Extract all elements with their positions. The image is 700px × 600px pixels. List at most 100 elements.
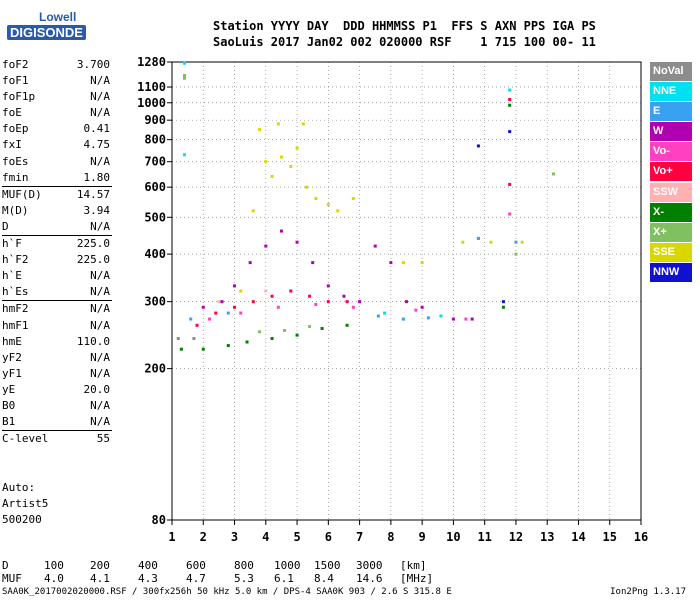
x-tick-label: 13 [540, 530, 554, 544]
y-tick-label: 400 [144, 247, 166, 261]
echo-point [373, 244, 377, 248]
echo-point [314, 197, 318, 201]
param-row: fmin 1.80 [2, 170, 112, 186]
echo-point [308, 325, 312, 329]
param-row: foF2 3.700 [2, 57, 112, 73]
dmuf-value: 1000 [274, 559, 301, 572]
footer-info: SAA0K_2017002020000.RSF / 300fx256h 50 k… [2, 587, 452, 597]
x-tick-label: 12 [509, 530, 523, 544]
y-tick-label: 800 [144, 133, 166, 147]
y-tick-label: 900 [144, 113, 166, 127]
echo-point [508, 98, 512, 102]
param-value: N/A [90, 350, 110, 364]
param-value: 0.41 [83, 122, 111, 136]
param-label: h`E [2, 269, 22, 283]
param-label: foF1p [2, 90, 36, 104]
echo-point [461, 240, 465, 244]
echo-point [308, 294, 312, 298]
echo-point [217, 300, 221, 304]
param-row: yF2 N/A [2, 350, 112, 366]
dmuf-value: 4.3 [138, 572, 158, 585]
x-tick-label: 11 [477, 530, 491, 544]
echo-point [270, 294, 274, 298]
param-row: B0 N/A [2, 398, 112, 414]
echo-point [289, 289, 293, 293]
echo-point [289, 164, 293, 168]
echo-point [345, 323, 349, 327]
echo-point [183, 73, 187, 77]
x-tick-label: 1 [168, 530, 175, 544]
param-value: 1.80 [83, 170, 111, 184]
echo-point [251, 209, 255, 213]
legend-item: NNE [650, 82, 692, 102]
software-version: Ion2Png 1.3.17 [610, 587, 686, 597]
param-label: hmF2 [2, 302, 29, 316]
echo-point [283, 328, 287, 332]
auto-scaling-info: Auto: Artist5 500200 [2, 480, 48, 528]
param-label: hmE [2, 334, 22, 348]
echo-point [439, 314, 443, 318]
x-tick-label: 5 [293, 530, 300, 544]
param-label: foF2 [2, 58, 29, 71]
param-row: foE N/A [2, 105, 112, 121]
echo-point [520, 240, 524, 244]
echo-point [326, 203, 330, 207]
parameter-list: foF2 3.700 foF1 N/A foF1p N/A foE N/A foEp 0.41 fx… [2, 57, 112, 447]
param-label: M(D) [2, 203, 29, 217]
param-label: h`F2 [2, 253, 29, 267]
echo-point [201, 347, 205, 351]
dmuf-value: 6.1 [274, 572, 294, 585]
param-row: B1 N/A [2, 414, 112, 430]
param-label: C-level [2, 432, 49, 446]
dmuf-value: 5.3 [234, 572, 254, 585]
distance-muf-table: D 100 200 400 600 800 1000 1500 3000 [km] MUF 4.0 4.… [2, 559, 502, 587]
dmuf-value: [km] [400, 559, 427, 572]
legend-item: NNW [650, 262, 692, 282]
echo-point [183, 153, 187, 157]
echo-point [276, 122, 280, 126]
echo-point [226, 344, 230, 348]
param-value: N/A [90, 90, 110, 104]
y-tick-label: 600 [144, 180, 166, 194]
param-label: hmF1 [2, 318, 29, 332]
echo-point [279, 229, 283, 233]
param-row: yE 20.0 [2, 382, 112, 398]
y-tick-label: 1280 [137, 55, 166, 69]
echo-point [258, 330, 262, 334]
echo-point [345, 300, 349, 304]
echo-point [220, 300, 224, 304]
echo-point [264, 244, 268, 248]
param-label: yF2 [2, 350, 22, 364]
echo-point [351, 305, 355, 309]
echo-point [264, 160, 268, 164]
y-tick-label: 1000 [137, 96, 166, 110]
dmuf-row-label: MUF [2, 572, 22, 585]
param-row: hmF2 N/A [2, 301, 112, 317]
echo-point [426, 316, 430, 320]
echo-point [476, 144, 480, 148]
echo-point [489, 240, 493, 244]
param-row: foF1 N/A [2, 73, 112, 89]
param-row: hmF1 N/A [2, 318, 112, 334]
param-value: N/A [90, 318, 110, 332]
param-label: foEs [2, 154, 29, 168]
x-tick-label: 14 [571, 530, 585, 544]
dmuf-value: 200 [90, 559, 110, 572]
digisonde-logo: Lowell DIGISONDE [3, 8, 86, 48]
param-label: B0 [2, 398, 16, 412]
dmuf-value: 4.1 [90, 572, 110, 585]
param-row: foF1p N/A [2, 89, 112, 105]
param-row: h`E N/A [2, 268, 112, 284]
plot-frame [171, 61, 642, 521]
legend-item: X- [650, 202, 692, 222]
echo-point [248, 261, 252, 265]
echo-point [508, 182, 512, 186]
param-value: 55 [96, 432, 110, 446]
echo-point [176, 337, 180, 341]
x-tick-label: 10 [446, 530, 460, 544]
echo-point [279, 155, 283, 159]
echo-point [405, 300, 408, 304]
echo-point [189, 317, 193, 321]
dmuf-value: 600 [186, 559, 206, 572]
